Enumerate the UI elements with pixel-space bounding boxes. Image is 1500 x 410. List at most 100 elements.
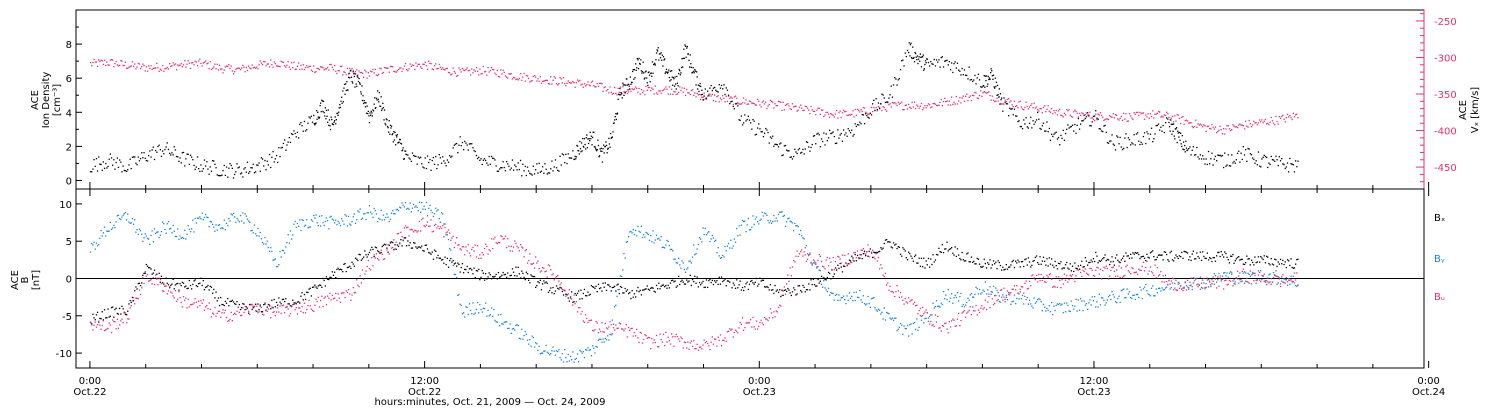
by-point	[852, 300, 854, 302]
by-point	[420, 211, 422, 213]
by-point	[1103, 299, 1105, 301]
bx-point	[442, 258, 444, 261]
bx-point	[542, 283, 544, 285]
bx-point	[769, 284, 772, 286]
bx-point	[841, 271, 844, 273]
vx-point	[383, 66, 386, 69]
vx-point	[1121, 119, 1124, 121]
density-point	[353, 75, 355, 78]
vx-point	[720, 99, 723, 101]
bz-point	[295, 307, 297, 309]
density-point	[393, 131, 395, 133]
bz-point	[621, 328, 623, 330]
bz-point	[666, 341, 668, 343]
density-point	[832, 131, 834, 133]
vx-point	[316, 67, 318, 70]
by-point	[1023, 303, 1025, 305]
density-point	[968, 66, 970, 68]
bx-point	[156, 273, 158, 275]
density-point	[184, 165, 186, 167]
bz-point	[665, 331, 667, 333]
bz-point	[137, 298, 139, 300]
by-point	[625, 241, 627, 243]
vx-point	[500, 69, 502, 71]
by-point	[1085, 303, 1088, 305]
bz-point	[469, 255, 472, 257]
density-point	[992, 74, 995, 76]
bx-point	[275, 301, 278, 304]
density-point	[872, 103, 874, 105]
by-point	[1238, 282, 1240, 284]
vx-point	[1200, 124, 1203, 126]
by-point	[509, 323, 511, 325]
by-point	[811, 263, 813, 265]
density-point	[1030, 116, 1032, 118]
by-point	[801, 235, 803, 237]
vx-point	[476, 70, 479, 72]
bx-point	[761, 279, 763, 281]
by-point	[112, 227, 114, 229]
by-point	[538, 345, 540, 347]
density-point	[1288, 171, 1290, 173]
bz-point	[646, 337, 648, 339]
bx-point	[650, 287, 652, 289]
density-point	[723, 84, 725, 86]
bz-point	[492, 247, 494, 250]
density-point	[755, 133, 758, 135]
bz-point	[349, 293, 351, 295]
by-point	[939, 306, 941, 308]
density-point	[853, 133, 855, 136]
vx-point	[737, 102, 739, 104]
bx-point	[1233, 262, 1235, 264]
vx-point	[424, 61, 426, 63]
density-point	[664, 72, 666, 74]
bz-point	[371, 257, 373, 259]
by-point	[1082, 309, 1084, 312]
vx-point	[531, 80, 533, 82]
density-point	[1143, 132, 1146, 134]
bx-point	[717, 283, 719, 285]
density-point	[436, 167, 438, 170]
bz-point	[138, 289, 141, 291]
density-point	[823, 132, 825, 134]
bx-point	[192, 283, 194, 286]
density-point	[378, 92, 380, 94]
density-point	[740, 115, 742, 117]
by-point	[1174, 282, 1176, 285]
by-point	[1166, 286, 1168, 288]
density-point	[712, 87, 715, 89]
by-point	[347, 215, 350, 218]
density-point	[152, 146, 154, 148]
bz-point	[633, 332, 636, 334]
bz-point	[589, 319, 591, 321]
vx-point	[458, 67, 460, 69]
by-point	[896, 330, 898, 332]
vx-point	[1062, 116, 1064, 118]
density-point	[847, 128, 849, 130]
vx-point	[460, 71, 462, 73]
bx-point	[653, 290, 655, 292]
density-point	[1263, 154, 1265, 156]
vx-point	[1177, 114, 1179, 116]
density-point	[1146, 131, 1148, 133]
density-point	[135, 162, 137, 164]
by-point	[653, 242, 655, 244]
bz-point	[380, 249, 382, 251]
bx-point	[1268, 262, 1270, 265]
bx-point	[772, 289, 774, 291]
density-point	[856, 124, 859, 126]
vx-point	[390, 65, 393, 68]
density-point	[568, 157, 570, 159]
bx-point	[367, 253, 369, 256]
by-point	[500, 313, 502, 316]
by-point	[815, 263, 817, 265]
by-point	[1250, 283, 1253, 285]
density-point	[241, 172, 243, 174]
bz-point	[167, 290, 170, 292]
by-point	[1284, 279, 1286, 281]
density-point	[654, 64, 656, 66]
vx-point	[837, 117, 839, 119]
bz-point	[482, 254, 484, 256]
by-point	[746, 224, 748, 226]
by-point	[335, 219, 337, 221]
